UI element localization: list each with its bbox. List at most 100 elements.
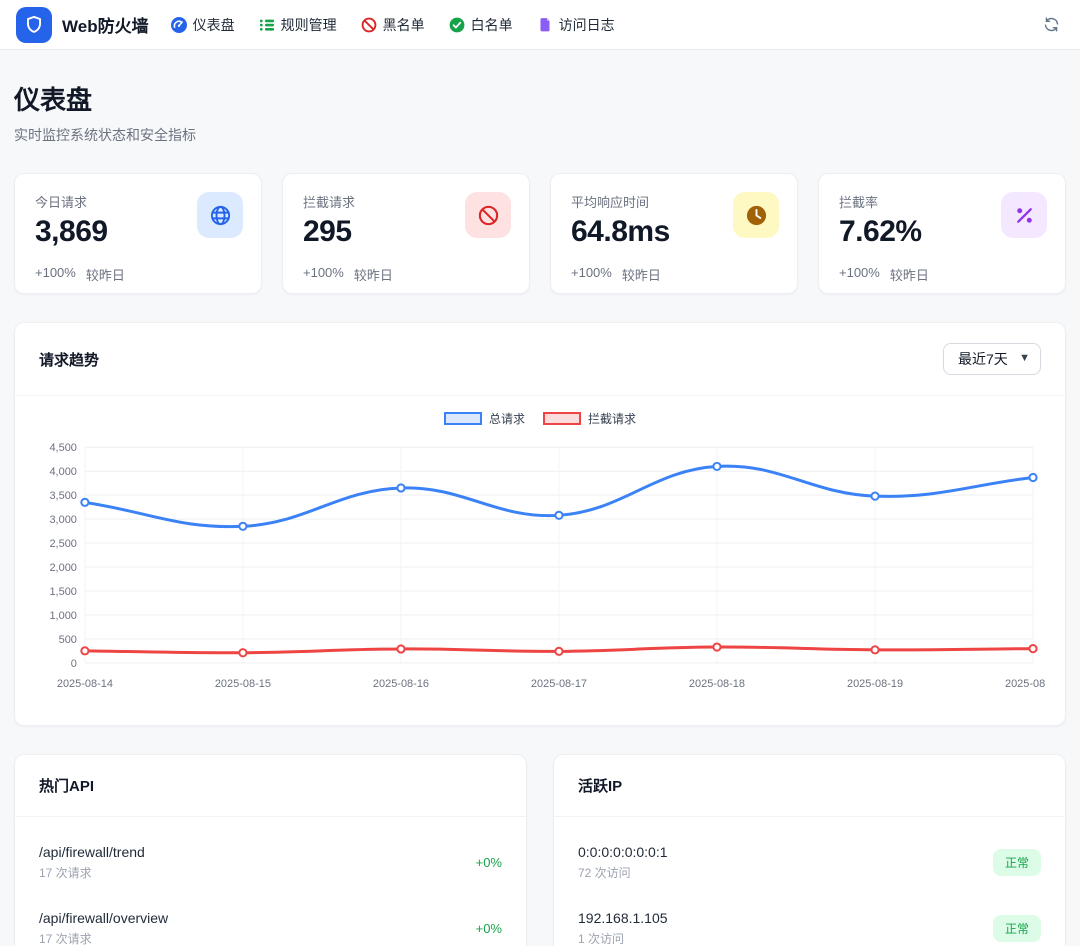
refresh-button[interactable] — [1039, 12, 1064, 37]
svg-text:2025-08-15: 2025-08-15 — [215, 678, 271, 690]
ban-icon — [361, 17, 377, 33]
page-header: 仪表盘 实时监控系统状态和安全指标 — [14, 80, 1066, 145]
legend-swatch — [543, 412, 581, 425]
main-content: 仪表盘 实时监控系统状态和安全指标 今日请求 3,869 +100% 较昨日 拦… — [0, 80, 1080, 946]
top-api-title: 热门API — [39, 775, 94, 796]
gauge-icon — [171, 17, 187, 33]
nav-label: 仪表盘 — [193, 15, 235, 35]
top-api-list: /api/firewall/trend 17 次请求 +0% /api/fire… — [15, 817, 526, 946]
file-icon — [537, 17, 553, 33]
stat-card-today-requests: 今日请求 3,869 +100% 较昨日 — [14, 173, 262, 294]
nav-label: 规则管理 — [281, 15, 337, 35]
legend-item[interactable]: 总请求 — [444, 410, 525, 427]
stat-delta: +100% — [571, 265, 612, 284]
nav-item-dashboard[interactable]: 仪表盘 — [171, 15, 235, 35]
trend-line-chart: 0 500 1,000 1,500 2,000 2,500 3,000 3,500 4,000 4… — [35, 431, 1045, 709]
stat-compare: 较昨日 — [354, 265, 393, 284]
api-list-item[interactable]: /api/firewall/overview 17 次请求 +0% — [39, 893, 502, 946]
main-nav: 仪表盘 规则管理 黑名单 白名单 访问日志 — [171, 15, 615, 35]
trend-title: 请求趋势 — [39, 349, 99, 370]
active-ip-card: 活跃IP 0:0:0:0:0:0:0:1 72 次访问 正常 192.168.1… — [553, 754, 1066, 946]
status-badge: 正常 — [993, 915, 1041, 942]
ip-list-item[interactable]: 192.168.1.105 1 次访问 正常 — [578, 893, 1041, 946]
stat-delta: +100% — [35, 265, 76, 284]
nav-item-blacklist[interactable]: 黑名单 — [361, 15, 425, 35]
legend-item[interactable]: 拦截请求 — [543, 410, 636, 427]
svg-text:4,000: 4,000 — [49, 466, 76, 478]
stat-footer: +100% 较昨日 — [35, 265, 241, 284]
svg-text:2025-08-17: 2025-08-17 — [531, 678, 587, 690]
stat-card-blocked-requests: 拦截请求 295 +100% 较昨日 — [282, 173, 530, 294]
chart-legend: 总请求 拦截请求 — [35, 410, 1045, 427]
svg-text:2025-08-14: 2025-08-14 — [57, 678, 113, 690]
bottom-row: 热门API /api/firewall/trend 17 次请求 +0% /ap… — [14, 754, 1066, 946]
svg-text:2025-08-20: 2025-08-20 — [1005, 678, 1045, 690]
api-path: /api/firewall/trend — [39, 844, 145, 860]
ip-count: 72 次访问 — [578, 864, 668, 881]
api-delta: +0% — [476, 921, 502, 936]
api-path: /api/firewall/overview — [39, 910, 168, 926]
legend-swatch — [444, 412, 482, 425]
api-delta: +0% — [476, 855, 502, 870]
page-subtitle: 实时监控系统状态和安全指标 — [14, 125, 1066, 145]
check-circle-icon — [449, 17, 465, 33]
active-ip-title: 活跃IP — [578, 775, 622, 796]
globe-icon — [197, 192, 243, 238]
top-api-card: 热门API /api/firewall/trend 17 次请求 +0% /ap… — [14, 754, 527, 946]
svg-text:500: 500 — [59, 634, 77, 646]
stat-delta: +100% — [303, 265, 344, 284]
svg-text:2025-08-19: 2025-08-19 — [847, 678, 903, 690]
svg-text:1,500: 1,500 — [49, 586, 76, 598]
ip-address: 0:0:0:0:0:0:0:1 — [578, 844, 668, 860]
clock-icon — [733, 192, 779, 238]
api-item-info: /api/firewall/overview 17 次请求 — [39, 910, 168, 946]
stat-footer: +100% 较昨日 — [571, 265, 777, 284]
svg-text:4,500: 4,500 — [49, 442, 76, 454]
app-title: Web防火墙 — [62, 12, 149, 37]
svg-text:1,000: 1,000 — [49, 610, 76, 622]
brand: Web防火墙 — [16, 7, 149, 43]
api-count: 17 次请求 — [39, 864, 145, 881]
percent-icon — [1001, 192, 1047, 238]
shield-logo-icon — [16, 7, 52, 43]
trend-range-select[interactable]: 最近7天 — [943, 343, 1041, 375]
stat-card-avg-response-time: 平均响应时间 64.8ms +100% 较昨日 — [550, 173, 798, 294]
refresh-icon — [1043, 16, 1060, 33]
page-title: 仪表盘 — [14, 80, 1066, 117]
top-api-header: 热门API — [15, 755, 526, 817]
svg-text:3,000: 3,000 — [49, 514, 76, 526]
trend-card: 请求趋势 最近7天 ▼ 总请求 拦截请求 0 500 1,000 1,500 2,000 2… — [14, 322, 1066, 726]
stat-card-block-rate: 拦截率 7.62% +100% 较昨日 — [818, 173, 1066, 294]
ip-item-info: 192.168.1.105 1 次访问 — [578, 910, 668, 946]
navbar: Web防火墙 仪表盘 规则管理 黑名单 白名单 — [0, 0, 1080, 50]
svg-text:0: 0 — [71, 658, 77, 670]
stat-compare: 较昨日 — [890, 265, 929, 284]
ip-list-item[interactable]: 0:0:0:0:0:0:0:1 72 次访问 正常 — [578, 827, 1041, 893]
ip-address: 192.168.1.105 — [578, 910, 668, 926]
nav-item-whitelist[interactable]: 白名单 — [449, 15, 513, 35]
stat-footer: +100% 较昨日 — [839, 265, 1045, 284]
nav-item-rules[interactable]: 规则管理 — [259, 15, 337, 35]
active-ip-list: 0:0:0:0:0:0:0:1 72 次访问 正常 192.168.1.105 … — [554, 817, 1065, 946]
trend-card-header: 请求趋势 最近7天 ▼ — [15, 323, 1065, 396]
svg-text:2,000: 2,000 — [49, 562, 76, 574]
svg-text:2025-08-18: 2025-08-18 — [689, 678, 745, 690]
stat-footer: +100% 较昨日 — [303, 265, 509, 284]
svg-text:2,500: 2,500 — [49, 538, 76, 550]
legend-label: 拦截请求 — [588, 410, 636, 427]
status-badge: 正常 — [993, 849, 1041, 876]
nav-label: 白名单 — [471, 15, 513, 35]
stat-delta: +100% — [839, 265, 880, 284]
svg-text:3,500: 3,500 — [49, 490, 76, 502]
ip-item-info: 0:0:0:0:0:0:0:1 72 次访问 — [578, 844, 668, 881]
nav-label: 访问日志 — [559, 15, 615, 35]
chart-body: 总请求 拦截请求 0 500 1,000 1,500 2,000 2,500 3,000 3,5… — [15, 396, 1065, 725]
nav-label: 黑名单 — [383, 15, 425, 35]
stat-compare: 较昨日 — [86, 265, 125, 284]
nav-item-access-log[interactable]: 访问日志 — [537, 15, 615, 35]
legend-label: 总请求 — [489, 410, 525, 427]
ip-count: 1 次访问 — [578, 930, 668, 946]
api-list-item[interactable]: /api/firewall/trend 17 次请求 +0% — [39, 827, 502, 893]
ban-icon — [465, 192, 511, 238]
svg-text:2025-08-16: 2025-08-16 — [373, 678, 429, 690]
